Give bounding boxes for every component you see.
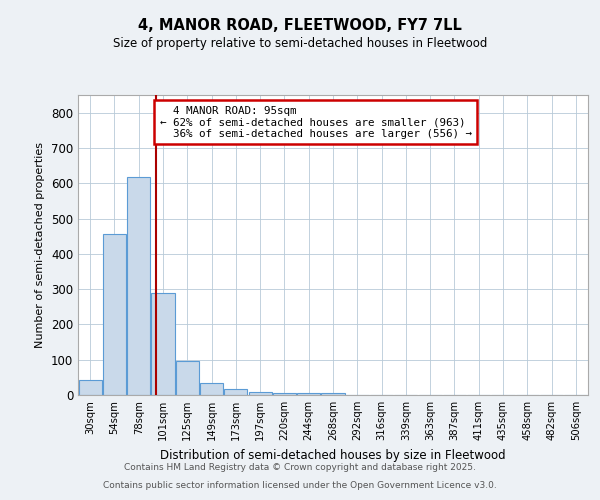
Y-axis label: Number of semi-detached properties: Number of semi-detached properties bbox=[35, 142, 46, 348]
X-axis label: Distribution of semi-detached houses by size in Fleetwood: Distribution of semi-detached houses by … bbox=[160, 448, 506, 462]
Bar bbox=[151, 293, 175, 395]
Text: 4 MANOR ROAD: 95sqm
← 62% of semi-detached houses are smaller (963)
  36% of sem: 4 MANOR ROAD: 95sqm ← 62% of semi-detach… bbox=[160, 106, 472, 139]
Text: 4, MANOR ROAD, FLEETWOOD, FY7 7LL: 4, MANOR ROAD, FLEETWOOD, FY7 7LL bbox=[138, 18, 462, 32]
Bar bbox=[322, 393, 344, 395]
Bar bbox=[248, 392, 272, 395]
Bar bbox=[224, 389, 247, 395]
Bar bbox=[273, 393, 296, 395]
Bar bbox=[176, 362, 199, 395]
Bar bbox=[297, 393, 320, 395]
Text: Contains HM Land Registry data © Crown copyright and database right 2025.: Contains HM Land Registry data © Crown c… bbox=[124, 464, 476, 472]
Bar bbox=[79, 380, 101, 395]
Text: Contains public sector information licensed under the Open Government Licence v3: Contains public sector information licen… bbox=[103, 481, 497, 490]
Text: Size of property relative to semi-detached houses in Fleetwood: Size of property relative to semi-detach… bbox=[113, 38, 487, 51]
Bar bbox=[200, 382, 223, 395]
Bar bbox=[103, 234, 126, 395]
Bar bbox=[127, 177, 150, 395]
